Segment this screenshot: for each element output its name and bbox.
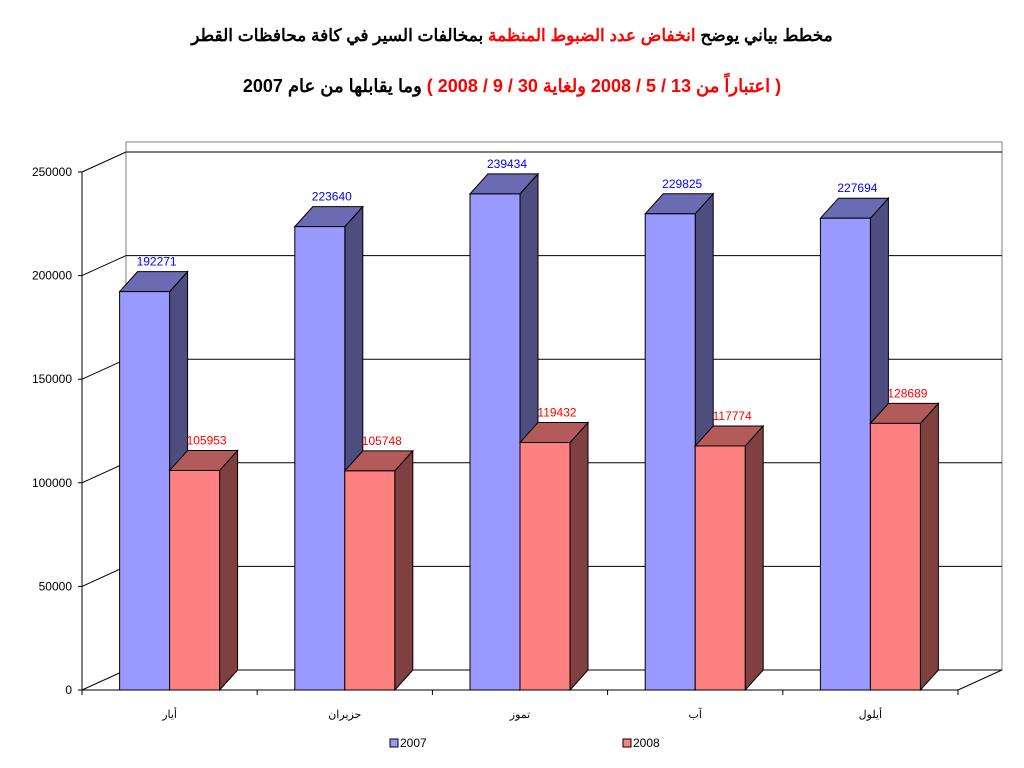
bar-2007 [294,226,346,691]
legend-swatch-2008 [622,738,632,748]
bar-side-2008 [919,402,939,692]
bar-2007 [819,217,871,691]
legend-swatch-2007 [389,738,399,748]
category-label: أيلول [859,707,882,721]
bar-side-2008 [744,424,764,692]
category-label: أيار [161,707,177,721]
data-label-2008: 105748 [362,434,402,448]
data-label-2007: 192271 [137,255,177,269]
y-tick-label: 0 [65,683,72,697]
y-tick-label: 200000 [32,269,72,283]
y-tick-label: 150000 [32,372,72,386]
gridline [81,151,1002,173]
legend-label-2008: 2008 [633,736,660,750]
category-label: حزيران [328,709,361,721]
data-label-2008: 105953 [187,433,227,447]
data-label-2008: 128689 [887,386,927,400]
data-label-2007: 227694 [837,181,877,195]
bar-2008 [869,422,921,691]
bar-2007 [119,291,171,691]
data-label-2007: 223640 [312,190,352,204]
data-label-2008: 117774 [713,409,752,423]
bar-side-2008 [394,449,414,692]
bar-side-2008 [569,421,589,692]
bar-2007 [469,193,521,691]
title-part1: مخطط بياني يوضح [700,26,833,45]
title-date-range: ( اعتباراً من 13 / 5 / 2008 ولغاية 30 / … [426,76,782,96]
bar-2007 [644,213,696,691]
bar-2008 [169,469,221,691]
legend-label-2007: 2007 [400,736,427,750]
data-label-2007: 239434 [487,157,527,171]
chart-title-line2: ( اعتباراً من 13 / 5 / 2008 ولغاية 30 / … [0,76,1024,97]
y-tick-label: 250000 [32,165,72,179]
title-comparison: وما يقابلها من عام 2007 [242,76,422,96]
data-label-2008: 119432 [537,406,576,420]
bar-side-2008 [219,449,239,692]
y-tick-label: 100000 [32,476,72,490]
category-label: آب [688,708,702,721]
y-tick-label: 50000 [39,579,73,593]
title-part2: انخفاض عدد الضبوط المنظمة [487,26,696,45]
category-label: تموز [509,709,530,721]
floor-right-edge [957,669,1003,691]
bar-2008 [344,470,396,691]
bar-2008 [519,442,571,691]
data-label-2007: 229825 [662,177,702,191]
title-part3: بمخالفات السير في كافة محافظات القطر [191,26,484,45]
chart-title-line1: مخطط بياني يوضح انخفاض عدد الضبوط المنظم… [0,26,1024,46]
bar-2008 [694,445,746,691]
